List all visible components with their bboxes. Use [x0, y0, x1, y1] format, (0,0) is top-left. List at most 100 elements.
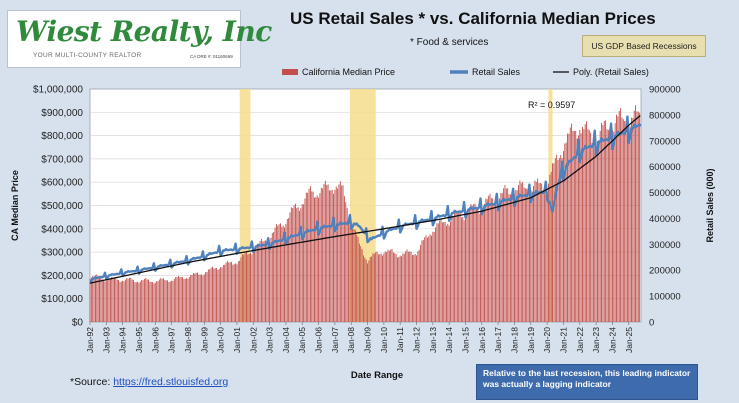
price-bar [489, 193, 491, 322]
price-bar [533, 185, 534, 322]
price-bar [318, 197, 320, 322]
x-tick-label: Jan-02 [248, 327, 258, 353]
price-bar [100, 277, 102, 322]
price-bar [579, 129, 581, 322]
price-bar [210, 267, 212, 322]
price-bar [333, 193, 334, 322]
price-bar [632, 117, 634, 322]
price-bar [514, 194, 515, 322]
price-bar [209, 269, 211, 322]
price-bar [213, 268, 215, 322]
price-bar [542, 190, 544, 322]
price-bar [343, 196, 345, 322]
price-bar [546, 191, 548, 322]
price-bar [265, 240, 266, 322]
price-bar [241, 254, 243, 322]
price-bar [341, 185, 343, 322]
source-link[interactable]: https://fred.stlouisfed.org [113, 376, 229, 388]
price-bar [554, 158, 556, 322]
x-tick-label: Jan-04 [281, 327, 291, 353]
price-bar [413, 254, 415, 322]
price-bar [454, 213, 456, 322]
y2-tick-label: 0 [649, 318, 654, 329]
price-bar [112, 277, 114, 322]
price-bar [531, 191, 533, 322]
price-bar [229, 262, 231, 322]
price-bar [360, 246, 362, 322]
price-bar [116, 279, 118, 322]
price-bar [503, 188, 505, 322]
price-bar [584, 124, 586, 322]
retail-sales-line [89, 115, 642, 283]
price-bar [164, 280, 166, 322]
price-bar [490, 198, 492, 322]
price-bar [266, 242, 268, 322]
price-bar [167, 280, 168, 322]
price-bar [130, 277, 132, 322]
price-bar [560, 155, 562, 322]
price-bar [90, 277, 92, 322]
price-bar [111, 276, 113, 322]
price-bar [304, 198, 306, 322]
price-bar [443, 222, 445, 322]
price-bar [614, 123, 616, 322]
source-prefix: *Source: [70, 376, 114, 388]
price-bar [152, 282, 154, 322]
price-bar [232, 264, 234, 322]
price-bar [399, 255, 401, 322]
price-bar [387, 249, 389, 322]
legend-label-retail: Retail Sales [472, 67, 521, 77]
price-bar [392, 252, 394, 322]
price-bar [420, 244, 422, 322]
price-bar [129, 277, 130, 322]
price-bar [441, 222, 443, 322]
price-bar [607, 129, 609, 322]
price-bar [553, 163, 555, 322]
price-bar [494, 203, 496, 322]
y-tick-label: $100,000 [41, 294, 83, 305]
x-tick-label: Jan-96 [150, 327, 160, 353]
price-bar [524, 188, 526, 322]
price-bar [299, 210, 300, 322]
price-bar [599, 130, 601, 322]
price-bar [114, 277, 115, 322]
price-bar [592, 144, 594, 322]
price-bar [575, 131, 577, 322]
price-bar [176, 277, 178, 322]
price-bar [398, 256, 400, 322]
price-bar [474, 203, 476, 322]
x-tick-label: Jan-10 [379, 327, 389, 353]
x-tick-label: Jan-94 [118, 327, 128, 353]
y-axis-title: CA Median Price [10, 170, 20, 241]
price-bar [573, 130, 575, 322]
price-bar [610, 135, 612, 322]
price-bar [611, 130, 613, 322]
price-bar [484, 203, 485, 322]
price-bar [246, 252, 247, 322]
price-bar [386, 252, 388, 322]
price-bar [382, 255, 383, 322]
price-bar [480, 211, 481, 322]
price-bar [187, 278, 189, 322]
price-bar [372, 253, 374, 322]
price-bar [601, 122, 602, 323]
price-bar [171, 280, 173, 322]
price-bar [602, 124, 604, 322]
price-bar [186, 278, 188, 322]
y2-tick-label: 400000 [649, 214, 681, 225]
price-bar [358, 243, 360, 322]
price-bar [416, 255, 417, 322]
price-bar [527, 194, 529, 322]
price-bar [556, 154, 558, 322]
price-bar [418, 249, 420, 322]
price-bar [507, 188, 509, 322]
price-bar [629, 126, 631, 323]
price-bar [150, 281, 152, 322]
recession-band [239, 89, 251, 322]
price-bar [365, 259, 367, 322]
logo-license: CA DRE #: 01160669 [190, 54, 233, 59]
price-bar [462, 217, 464, 322]
price-bars [89, 105, 641, 323]
price-bar [320, 187, 322, 322]
